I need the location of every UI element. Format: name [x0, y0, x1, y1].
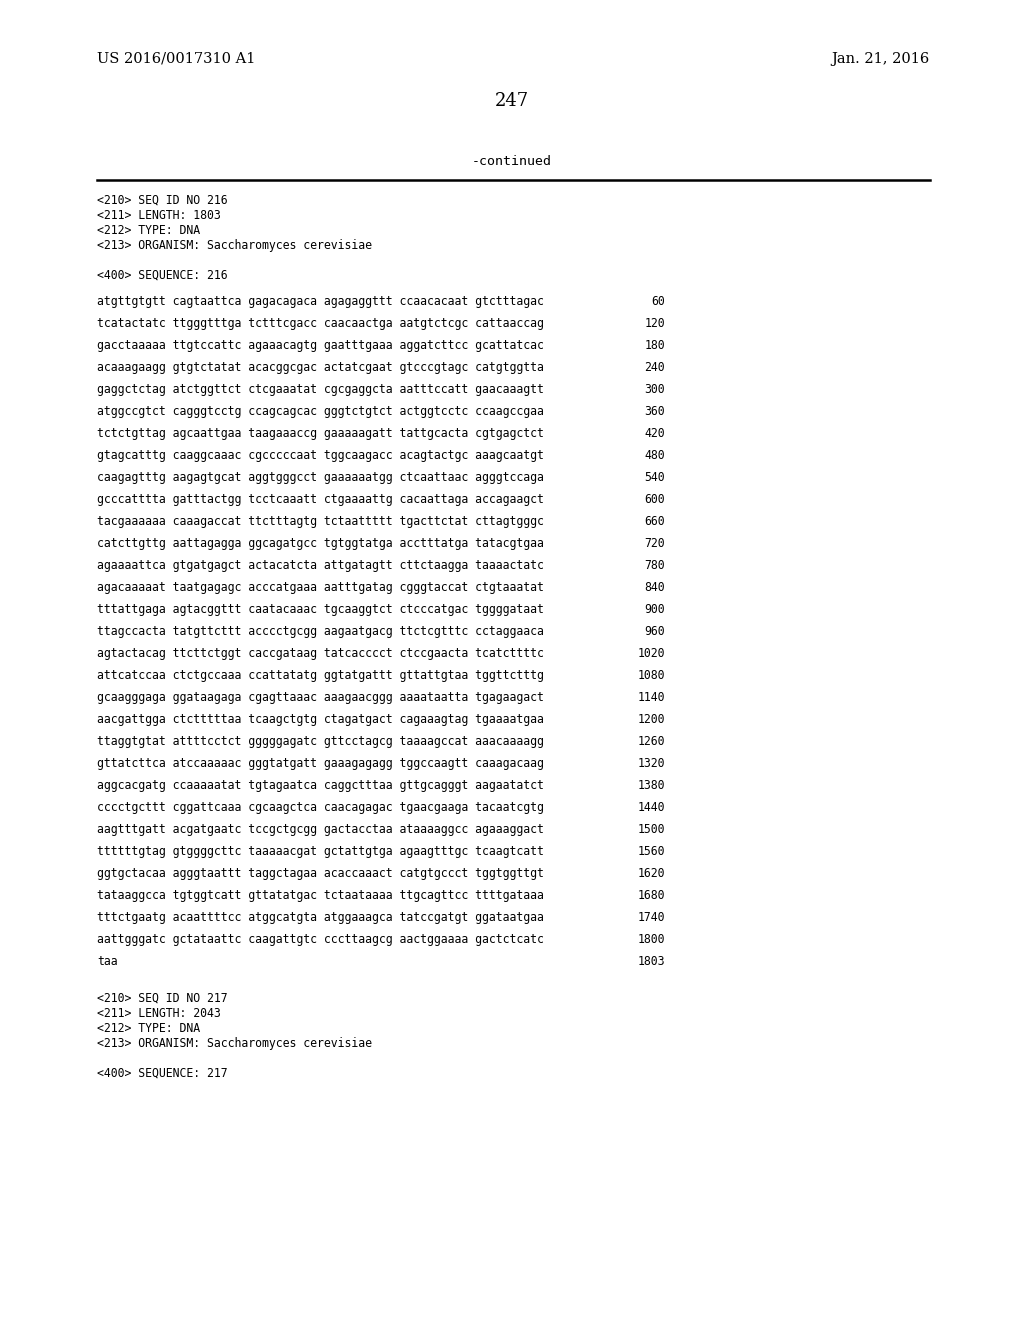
Text: 1680: 1680 — [638, 888, 665, 902]
Text: US 2016/0017310 A1: US 2016/0017310 A1 — [97, 51, 255, 66]
Text: catcttgttg aattagagga ggcagatgcc tgtggtatga acctttatga tatacgtgaa: catcttgttg aattagagga ggcagatgcc tgtggta… — [97, 537, 544, 550]
Text: <210> SEQ ID NO 216: <210> SEQ ID NO 216 — [97, 194, 227, 207]
Text: aagtttgatt acgatgaatc tccgctgcgg gactacctaa ataaaaggcc agaaaggact: aagtttgatt acgatgaatc tccgctgcgg gactacc… — [97, 822, 544, 836]
Text: agacaaaaat taatgagagc acccatgaaa aatttgatag cgggtaccat ctgtaaatat: agacaaaaat taatgagagc acccatgaaa aatttga… — [97, 581, 544, 594]
Text: 1500: 1500 — [638, 822, 665, 836]
Text: 1440: 1440 — [638, 801, 665, 814]
Text: agaaaattca gtgatgagct actacatcta attgatagtt cttctaagga taaaactatc: agaaaattca gtgatgagct actacatcta attgata… — [97, 558, 544, 572]
Text: ttagccacta tatgttcttt acccctgcgg aagaatgacg ttctcgtttc cctaggaaca: ttagccacta tatgttcttt acccctgcgg aagaatg… — [97, 624, 544, 638]
Text: 1320: 1320 — [638, 756, 665, 770]
Text: <211> LENGTH: 1803: <211> LENGTH: 1803 — [97, 209, 221, 222]
Text: tttctgaatg acaattttcc atggcatgta atggaaagca tatccgatgt ggataatgaa: tttctgaatg acaattttcc atggcatgta atggaaa… — [97, 911, 544, 924]
Text: tttattgaga agtacggttt caatacaaac tgcaaggtct ctcccatgac tggggataat: tttattgaga agtacggttt caatacaaac tgcaagg… — [97, 603, 544, 616]
Text: 960: 960 — [644, 624, 665, 638]
Text: gtagcatttg caaggcaaac cgcccccaat tggcaagacc acagtactgc aaagcaatgt: gtagcatttg caaggcaaac cgcccccaat tggcaag… — [97, 449, 544, 462]
Text: 180: 180 — [644, 339, 665, 352]
Text: 1560: 1560 — [638, 845, 665, 858]
Text: tataaggcca tgtggtcatt gttatatgac tctaataaaa ttgcagttcc ttttgataaa: tataaggcca tgtggtcatt gttatatgac tctaata… — [97, 888, 544, 902]
Text: 1260: 1260 — [638, 735, 665, 748]
Text: 1740: 1740 — [638, 911, 665, 924]
Text: 240: 240 — [644, 360, 665, 374]
Text: attcatccaa ctctgccaaa ccattatatg ggtatgattt gttattgtaa tggttctttg: attcatccaa ctctgccaaa ccattatatg ggtatga… — [97, 669, 544, 682]
Text: gaggctctag atctggttct ctcgaaatat cgcgaggcta aatttccatt gaacaaagtt: gaggctctag atctggttct ctcgaaatat cgcgagg… — [97, 383, 544, 396]
Text: <213> ORGANISM: Saccharomyces cerevisiae: <213> ORGANISM: Saccharomyces cerevisiae — [97, 1038, 372, 1049]
Text: gttatcttca atccaaaaac gggtatgatt gaaagagagg tggccaagtt caaagacaag: gttatcttca atccaaaaac gggtatgatt gaaagag… — [97, 756, 544, 770]
Text: <211> LENGTH: 2043: <211> LENGTH: 2043 — [97, 1007, 221, 1020]
Text: 900: 900 — [644, 603, 665, 616]
Text: ttttttgtag gtggggcttc taaaaacgat gctattgtga agaagtttgc tcaagtcatt: ttttttgtag gtggggcttc taaaaacgat gctattg… — [97, 845, 544, 858]
Text: 1803: 1803 — [638, 954, 665, 968]
Text: tacgaaaaaa caaagaccat ttctttagtg tctaattttt tgacttctat cttagtgggc: tacgaaaaaa caaagaccat ttctttagtg tctaatt… — [97, 515, 544, 528]
Text: 1020: 1020 — [638, 647, 665, 660]
Text: gcccatttta gatttactgg tcctcaaatt ctgaaaattg cacaattaga accagaagct: gcccatttta gatttactgg tcctcaaatt ctgaaaa… — [97, 492, 544, 506]
Text: taa: taa — [97, 954, 118, 968]
Text: 420: 420 — [644, 426, 665, 440]
Text: 1800: 1800 — [638, 933, 665, 946]
Text: aattgggatc gctataattc caagattgtc cccttaagcg aactggaaaa gactctcatc: aattgggatc gctataattc caagattgtc cccttaa… — [97, 933, 544, 946]
Text: 660: 660 — [644, 515, 665, 528]
Text: 120: 120 — [644, 317, 665, 330]
Text: gacctaaaaa ttgtccattc agaaacagtg gaatttgaaa aggatcttcc gcattatcac: gacctaaaaa ttgtccattc agaaacagtg gaatttg… — [97, 339, 544, 352]
Text: -continued: -continued — [472, 154, 552, 168]
Text: 480: 480 — [644, 449, 665, 462]
Text: 300: 300 — [644, 383, 665, 396]
Text: 360: 360 — [644, 405, 665, 418]
Text: <213> ORGANISM: Saccharomyces cerevisiae: <213> ORGANISM: Saccharomyces cerevisiae — [97, 239, 372, 252]
Text: gcaagggaga ggataagaga cgagttaaac aaagaacggg aaaataatta tgagaagact: gcaagggaga ggataagaga cgagttaaac aaagaac… — [97, 690, 544, 704]
Text: 1200: 1200 — [638, 713, 665, 726]
Text: tctctgttag agcaattgaa taagaaaccg gaaaaagatt tattgcacta cgtgagctct: tctctgttag agcaattgaa taagaaaccg gaaaaag… — [97, 426, 544, 440]
Text: <400> SEQUENCE: 217: <400> SEQUENCE: 217 — [97, 1067, 227, 1080]
Text: ggtgctacaa agggtaattt taggctagaa acaccaaact catgtgccct tggtggttgt: ggtgctacaa agggtaattt taggctagaa acaccaa… — [97, 867, 544, 880]
Text: <210> SEQ ID NO 217: <210> SEQ ID NO 217 — [97, 993, 227, 1005]
Text: 247: 247 — [495, 92, 529, 110]
Text: 840: 840 — [644, 581, 665, 594]
Text: cccctgcttt cggattcaaa cgcaagctca caacagagac tgaacgaaga tacaatcgtg: cccctgcttt cggattcaaa cgcaagctca caacaga… — [97, 801, 544, 814]
Text: atggccgtct cagggtcctg ccagcagcac gggtctgtct actggtcctc ccaagccgaa: atggccgtct cagggtcctg ccagcagcac gggtctg… — [97, 405, 544, 418]
Text: 1380: 1380 — [638, 779, 665, 792]
Text: acaaagaagg gtgtctatat acacggcgac actatcgaat gtcccgtagc catgtggtta: acaaagaagg gtgtctatat acacggcgac actatcg… — [97, 360, 544, 374]
Text: aggcacgatg ccaaaaatat tgtagaatca caggctttaa gttgcagggt aagaatatct: aggcacgatg ccaaaaatat tgtagaatca caggctt… — [97, 779, 544, 792]
Text: <212> TYPE: DNA: <212> TYPE: DNA — [97, 1022, 200, 1035]
Text: agtactacag ttcttctggt caccgataag tatcacccct ctccgaacta tcatcttttc: agtactacag ttcttctggt caccgataag tatcacc… — [97, 647, 544, 660]
Text: tcatactatc ttgggtttga tctttcgacc caacaactga aatgtctcgc cattaaccag: tcatactatc ttgggtttga tctttcgacc caacaac… — [97, 317, 544, 330]
Text: 540: 540 — [644, 471, 665, 484]
Text: atgttgtgtt cagtaattca gagacagaca agagaggttt ccaacacaat gtctttagac: atgttgtgtt cagtaattca gagacagaca agagagg… — [97, 294, 544, 308]
Text: 1620: 1620 — [638, 867, 665, 880]
Text: 60: 60 — [651, 294, 665, 308]
Text: <212> TYPE: DNA: <212> TYPE: DNA — [97, 224, 200, 238]
Text: 600: 600 — [644, 492, 665, 506]
Text: aacgattgga ctctttttaa tcaagctgtg ctagatgact cagaaagtag tgaaaatgaa: aacgattgga ctctttttaa tcaagctgtg ctagatg… — [97, 713, 544, 726]
Text: caagagtttg aagagtgcat aggtgggcct gaaaaaatgg ctcaattaac agggtccaga: caagagtttg aagagtgcat aggtgggcct gaaaaaa… — [97, 471, 544, 484]
Text: 780: 780 — [644, 558, 665, 572]
Text: <400> SEQUENCE: 216: <400> SEQUENCE: 216 — [97, 269, 227, 282]
Text: ttaggtgtat attttcctct gggggagatc gttcctagcg taaaagccat aaacaaaagg: ttaggtgtat attttcctct gggggagatc gttccta… — [97, 735, 544, 748]
Text: 1080: 1080 — [638, 669, 665, 682]
Text: 720: 720 — [644, 537, 665, 550]
Text: 1140: 1140 — [638, 690, 665, 704]
Text: Jan. 21, 2016: Jan. 21, 2016 — [831, 51, 930, 66]
